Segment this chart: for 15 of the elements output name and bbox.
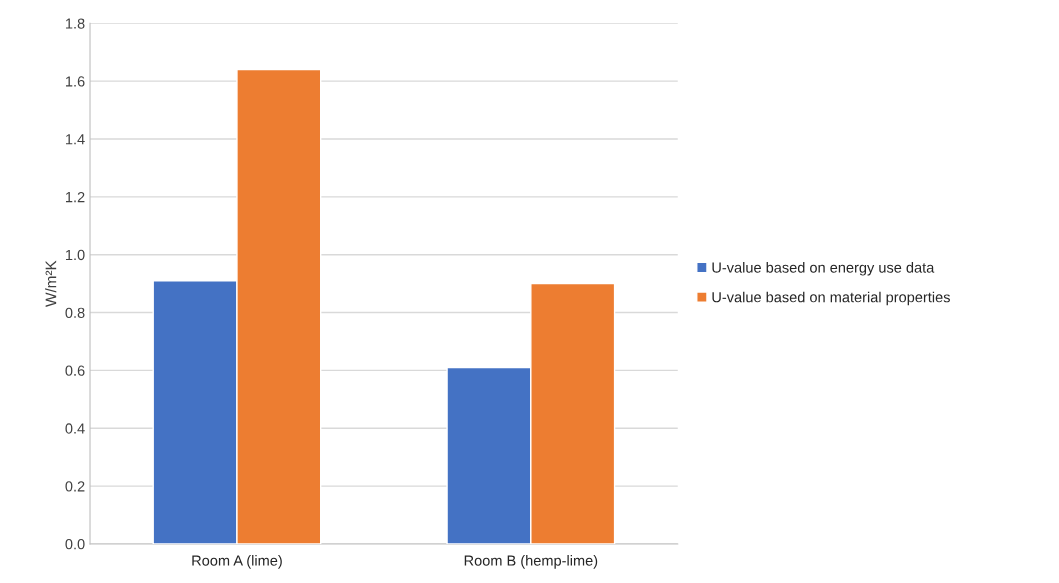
y-tick-label: 0.0 (65, 539, 85, 550)
y-tick-label: 0.2 (65, 481, 85, 492)
y-tick-label: 1.4 (66, 134, 85, 145)
legend-label: U-value based on material properties (712, 291, 950, 306)
y-tick-label: 1.6 (66, 76, 85, 87)
x-tick-label: Room A (lime) (192, 555, 282, 569)
y-tick-label: 0.4 (65, 423, 85, 434)
x-tick-label: Room B (hemp-lime) (464, 555, 598, 569)
y-tick-label: 1.0 (66, 249, 85, 261)
y-tick-label: 1.2 (66, 191, 85, 203)
y-axis-title: W/m²K (45, 260, 57, 307)
y-tick-label: 0.6 (65, 365, 85, 376)
y-tick-label: 0.8 (65, 307, 85, 318)
y-tick-label: 1.8 (66, 18, 85, 29)
legend-label: U-value based on energy use data (712, 262, 935, 276)
